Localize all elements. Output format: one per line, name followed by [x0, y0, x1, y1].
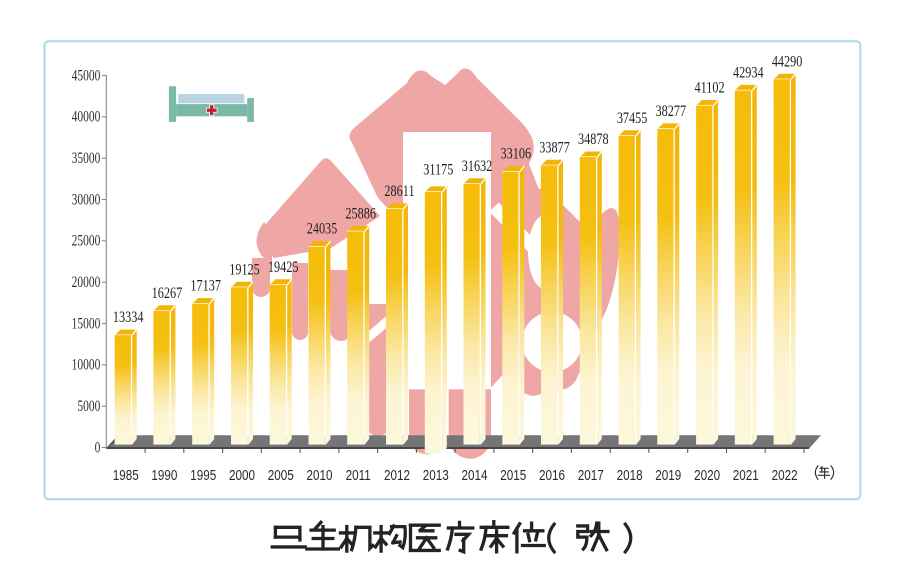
svg-text:10000: 10000 [72, 356, 101, 373]
svg-text:13334: 13334 [113, 310, 144, 327]
svg-text:2010: 2010 [306, 466, 332, 483]
svg-text:25886: 25886 [345, 206, 376, 223]
svg-text:25000: 25000 [72, 232, 101, 249]
svg-text:1995: 1995 [190, 466, 216, 483]
svg-text:17137: 17137 [190, 278, 221, 295]
svg-text:2021: 2021 [733, 466, 759, 483]
svg-text:2011: 2011 [346, 466, 371, 483]
svg-text:2005: 2005 [268, 466, 294, 483]
svg-text:34878: 34878 [578, 132, 609, 149]
svg-text:44290: 44290 [772, 54, 803, 71]
svg-text:2012: 2012 [384, 466, 410, 483]
svg-text:2019: 2019 [655, 466, 681, 483]
svg-text:31632: 31632 [462, 159, 493, 176]
svg-text:45000: 45000 [72, 67, 101, 84]
svg-text:41102: 41102 [695, 80, 725, 97]
svg-text:33877: 33877 [539, 140, 570, 157]
svg-text:37455: 37455 [617, 111, 648, 128]
svg-text:2017: 2017 [578, 466, 604, 483]
svg-text:2000: 2000 [229, 466, 255, 483]
svg-text:15000: 15000 [72, 315, 101, 332]
svg-text:16267: 16267 [152, 286, 183, 303]
svg-text:30000: 30000 [72, 191, 101, 208]
svg-text:20000: 20000 [72, 273, 101, 290]
svg-text:2015: 2015 [500, 466, 526, 483]
svg-text:2014: 2014 [461, 466, 487, 483]
svg-text:2022: 2022 [772, 466, 798, 483]
svg-text:24035: 24035 [307, 221, 338, 238]
svg-text:1990: 1990 [151, 466, 177, 483]
svg-text:1985: 1985 [113, 466, 139, 483]
svg-text:5000: 5000 [77, 397, 100, 414]
svg-text:2020: 2020 [694, 466, 720, 483]
svg-text:31175: 31175 [423, 162, 453, 179]
svg-text:0: 0 [95, 439, 101, 456]
svg-text:19125: 19125 [229, 262, 260, 279]
svg-text:42934: 42934 [733, 65, 764, 82]
svg-text:19425: 19425 [268, 260, 299, 277]
svg-text:2016: 2016 [539, 466, 565, 483]
svg-text:38277: 38277 [656, 104, 687, 121]
svg-text:28611: 28611 [384, 184, 414, 201]
svg-text:35000: 35000 [72, 149, 101, 166]
svg-text:2013: 2013 [423, 466, 449, 483]
svg-text:40000: 40000 [72, 108, 101, 125]
svg-text:33106: 33106 [501, 146, 532, 163]
svg-text:2018: 2018 [617, 466, 643, 483]
